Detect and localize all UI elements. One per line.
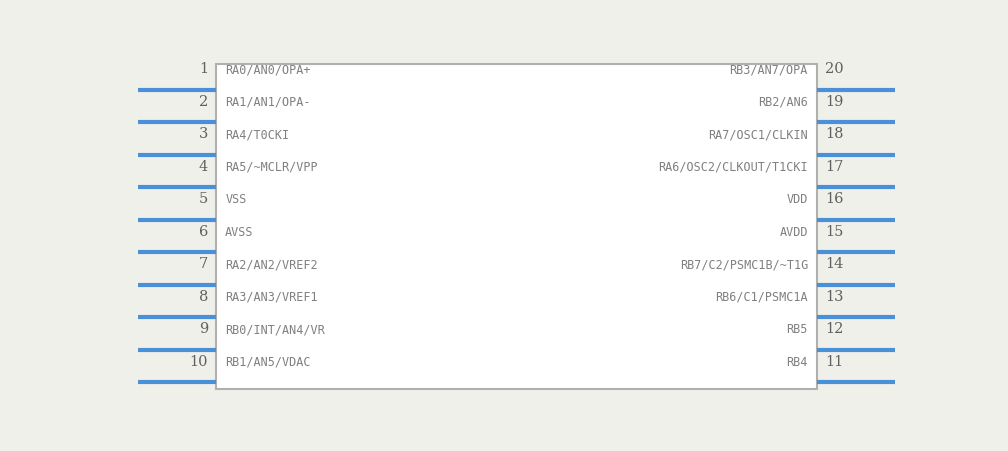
Text: 15: 15 (826, 224, 844, 238)
Text: 10: 10 (190, 354, 208, 368)
Text: 17: 17 (826, 159, 844, 173)
Text: 18: 18 (826, 127, 844, 141)
Text: 19: 19 (826, 94, 844, 108)
Text: 6: 6 (199, 224, 208, 238)
Text: 13: 13 (826, 289, 844, 303)
Text: 2: 2 (199, 94, 208, 108)
Text: RA5/~MCLR/VPP: RA5/~MCLR/VPP (225, 160, 318, 173)
Text: RB4: RB4 (786, 355, 808, 368)
Text: 11: 11 (826, 354, 844, 368)
Text: AVDD: AVDD (779, 225, 808, 238)
Text: RB3/AN7/OPA: RB3/AN7/OPA (730, 63, 808, 76)
Text: 9: 9 (199, 321, 208, 335)
Text: RB7/C2/PSMC1B/~T1G: RB7/C2/PSMC1B/~T1G (679, 258, 808, 271)
Text: RB5: RB5 (786, 322, 808, 335)
Text: RB6/C1/PSMC1A: RB6/C1/PSMC1A (716, 290, 808, 303)
Text: RB0/INT/AN4/VR: RB0/INT/AN4/VR (225, 322, 325, 335)
Text: RA4/T0CKI: RA4/T0CKI (225, 128, 289, 141)
Text: 4: 4 (199, 159, 208, 173)
Text: 5: 5 (199, 192, 208, 206)
Text: 16: 16 (826, 192, 844, 206)
Text: 3: 3 (199, 127, 208, 141)
Text: 14: 14 (826, 257, 844, 271)
Bar (216, 64, 817, 389)
Text: 20: 20 (826, 62, 844, 76)
Text: RB2/AN6: RB2/AN6 (758, 96, 808, 108)
Text: RB1/AN5/VDAC: RB1/AN5/VDAC (225, 355, 310, 368)
Text: 8: 8 (199, 289, 208, 303)
Text: RA0/AN0/OPA+: RA0/AN0/OPA+ (225, 63, 310, 76)
Text: RA6/OSC2/CLKOUT/T1CKI: RA6/OSC2/CLKOUT/T1CKI (658, 160, 808, 173)
Text: 7: 7 (199, 257, 208, 271)
Text: VSS: VSS (225, 193, 247, 206)
Text: VDD: VDD (786, 193, 808, 206)
Text: AVSS: AVSS (225, 225, 254, 238)
Text: RA1/AN1/OPA-: RA1/AN1/OPA- (225, 96, 310, 108)
Text: 12: 12 (826, 321, 844, 335)
Text: 1: 1 (199, 62, 208, 76)
Text: RA2/AN2/VREF2: RA2/AN2/VREF2 (225, 258, 318, 271)
Text: RA7/OSC1/CLKIN: RA7/OSC1/CLKIN (709, 128, 808, 141)
Text: RA3/AN3/VREF1: RA3/AN3/VREF1 (225, 290, 318, 303)
